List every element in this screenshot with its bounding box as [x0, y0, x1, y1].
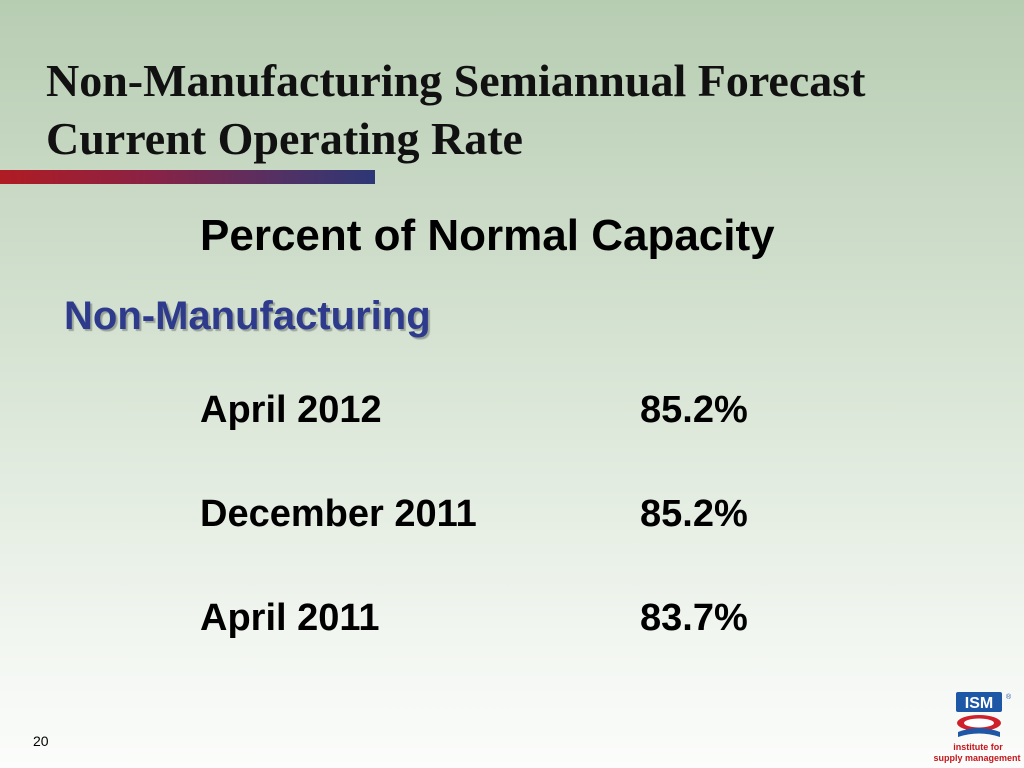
section-label: Non-Manufacturing	[64, 294, 431, 338]
title-accent-bar	[0, 170, 375, 184]
rate-value: 85.2%	[640, 389, 748, 431]
slide-title: Non-Manufacturing Semiannual Forecast Cu…	[46, 52, 1006, 168]
logo-wordmark-background	[956, 692, 1002, 712]
logo-registered-mark: ®	[1006, 693, 1012, 701]
rate-period: April 2012	[200, 389, 382, 431]
ism-logo-graphic: ISM ® institute for supply management	[933, 692, 1021, 763]
logo-line-2: supply management	[933, 753, 1020, 763]
slide-number: 20	[33, 733, 49, 749]
logo-swoosh-blue	[958, 728, 1000, 737]
logo-line-1: institute for	[953, 742, 1003, 752]
rate-row: April 2012 85.2%	[200, 384, 840, 436]
logo-swoosh-inner	[964, 718, 994, 728]
logo-wordmark: ISM	[965, 695, 993, 712]
slide-subtitle: Percent of Normal Capacity	[200, 211, 775, 260]
ism-logo-icon: ISM ® institute for supply management	[930, 690, 1022, 766]
rate-row: April 2011 83.7%	[200, 592, 840, 644]
rate-period: April 2011	[200, 597, 380, 639]
rate-row: December 2011 85.2%	[200, 488, 840, 540]
slide-title-line-1: Non-Manufacturing Semiannual Forecast	[46, 55, 866, 106]
rate-period: December 2011	[200, 493, 477, 535]
rate-value: 83.7%	[640, 597, 748, 639]
rate-value: 85.2%	[640, 493, 748, 535]
slide-title-line-2: Current Operating Rate	[46, 113, 523, 164]
